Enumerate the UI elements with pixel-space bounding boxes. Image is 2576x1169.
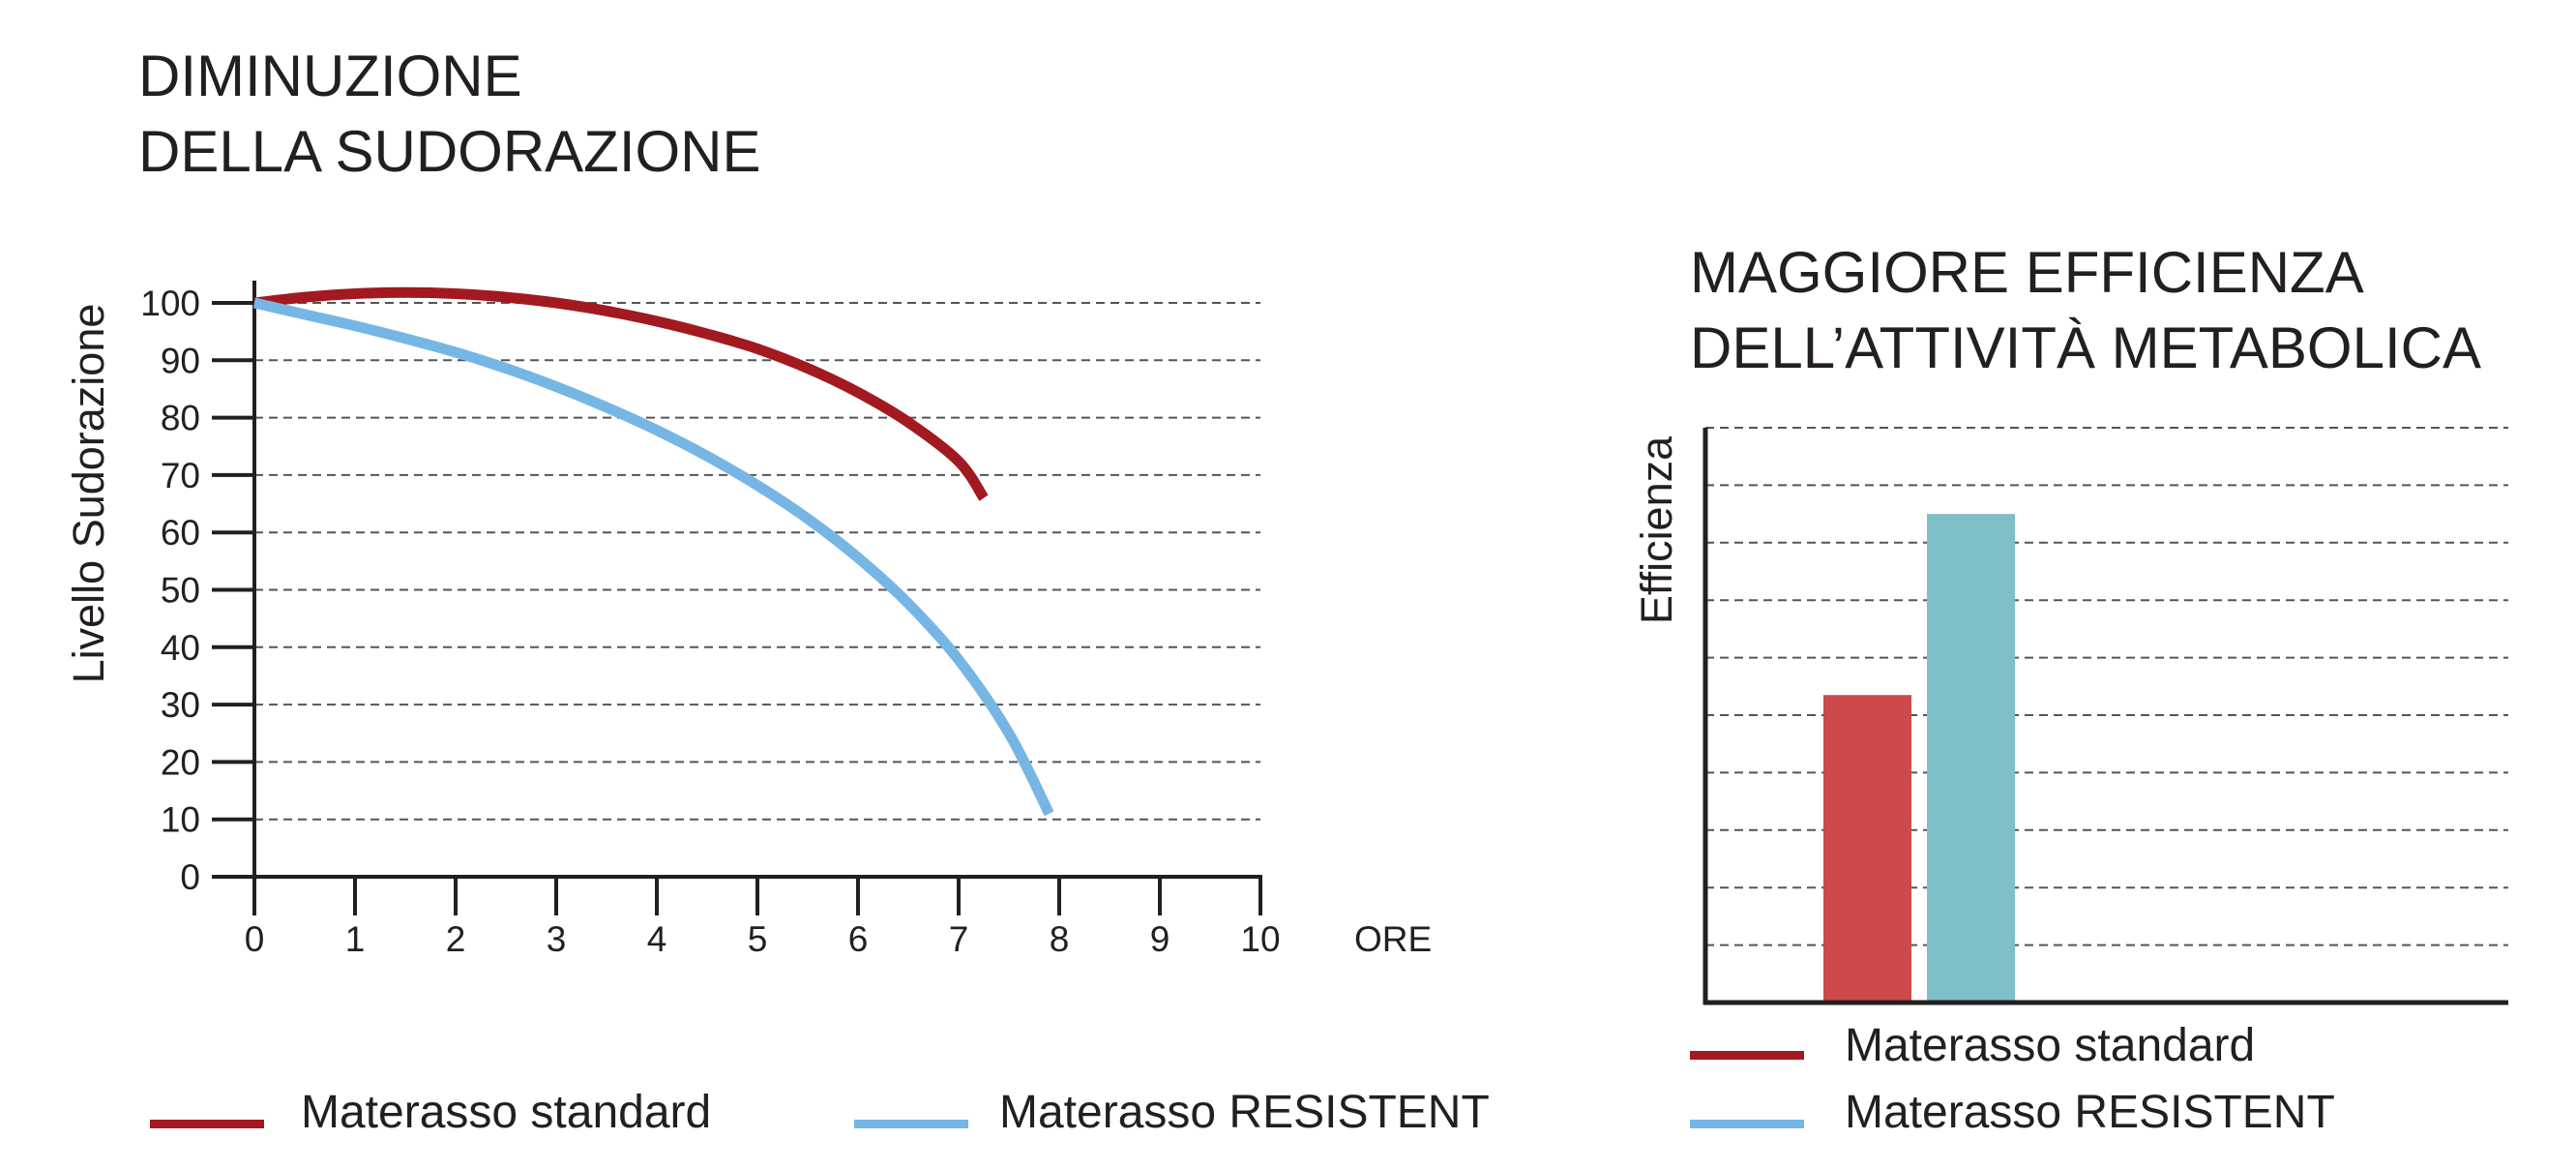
x-tick-label: 8 [1050, 919, 1070, 959]
legend-swatch [1690, 1120, 1804, 1128]
legend-label: Materasso RESISTENT [999, 1087, 1490, 1138]
series-line-resistent [252, 297, 1054, 817]
y-tick-label: 10 [161, 800, 200, 840]
line-chart-axes [212, 281, 1262, 915]
x-tick-label: 0 [245, 919, 265, 959]
y-tick-label: 70 [161, 456, 200, 495]
bar-chart-title-line-1: MAGGIORE EFFICIENZA [1690, 240, 2364, 305]
x-tick-label: 2 [446, 919, 466, 959]
line-chart-gridlines [254, 302, 1260, 821]
bar-standard [1823, 695, 1911, 1003]
legend-label: Materasso standard [301, 1087, 712, 1138]
line-chart-title-line-1: DIMINUZIONE [138, 44, 522, 108]
line-chart-ticks: 0 10 20 30 40 50 60 70 80 90 100 0 1 2 3 4 5 6 7 8 9 10 [140, 284, 1280, 959]
y-tick-label: 100 [140, 284, 200, 323]
bar-resistent [1927, 514, 2015, 1003]
line-chart-title: DIMINUZIONE DELLA SUDORAZIONE [138, 39, 761, 190]
line-chart-series [252, 286, 1054, 817]
x-axis-title: ORE [1354, 919, 1432, 959]
bar-chart-bars [1823, 514, 2015, 1003]
x-tick-label: 10 [1240, 919, 1280, 959]
legend-swatch [150, 1120, 264, 1128]
bar-chart-title: MAGGIORE EFFICIENZA DELL’ATTIVITÀ METABO… [1690, 235, 2481, 386]
bar-chart-axes [1703, 428, 2508, 1005]
y-tick-label: 60 [161, 513, 200, 553]
x-tick-label: 1 [345, 919, 366, 959]
legend-swatch [854, 1120, 968, 1128]
x-tick-label: 5 [748, 919, 768, 959]
y-tick-label: 40 [161, 628, 200, 668]
bar-chart-title-line-2: DELL’ATTIVITÀ METABOLICA [1690, 315, 2481, 380]
series-line-standard [253, 286, 989, 501]
y-tick-label: 80 [161, 399, 200, 438]
line-chart: 0 10 20 30 40 50 60 70 80 90 100 0 1 2 3 4 5 6 7 8 9 10 ORE L… [64, 281, 1432, 959]
y-axis-title: Livello Sudorazione [64, 304, 113, 684]
legend-label: Materasso standard [1845, 1020, 2256, 1071]
legend-swatch [1690, 1051, 1804, 1060]
line-chart-title-line-2: DELLA SUDORAZIONE [138, 119, 761, 184]
x-tick-label: 7 [949, 919, 969, 959]
y-tick-label: 20 [161, 742, 200, 782]
x-tick-label: 3 [547, 919, 567, 959]
y-tick-label: 90 [161, 341, 200, 380]
y-tick-label: 50 [161, 571, 200, 611]
y-tick-label: 0 [180, 857, 200, 897]
bar-y-axis-title: Efficienza [1632, 435, 1681, 624]
x-tick-label: 4 [647, 919, 667, 959]
x-tick-label: 9 [1150, 919, 1170, 959]
x-tick-label: 6 [848, 919, 869, 959]
y-tick-label: 30 [161, 685, 200, 725]
bar-chart: Efficienza [1632, 427, 2508, 1005]
legend-label: Materasso RESISTENT [1845, 1087, 2335, 1138]
